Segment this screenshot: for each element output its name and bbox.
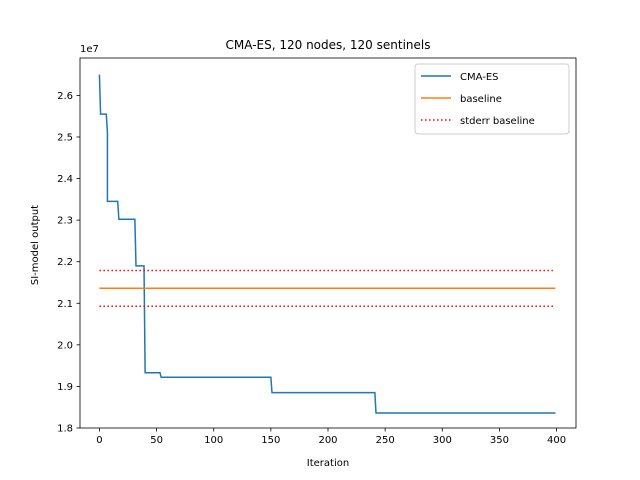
y-tick-label: 2.3 — [57, 216, 73, 227]
plot-area: 0 50 100 150 200 250 300 350 400 1.8 1.9 2.0 2.1 2.2 2… — [57, 57, 577, 446]
x-tick-label: 400 — [547, 435, 566, 446]
x-tick-label: 0 — [96, 435, 102, 446]
chart-title: CMA-ES, 120 nodes, 120 sentinels — [226, 38, 431, 52]
y-axis-label: SI-model output — [30, 205, 41, 285]
y-tick-label: 2.2 — [57, 257, 73, 268]
x-tick-label: 350 — [490, 435, 509, 446]
x-tick-label: 50 — [150, 435, 163, 446]
y-tick-label: 1.8 — [57, 424, 73, 435]
legend-label-baseline: baseline — [460, 94, 502, 105]
x-tick-label: 150 — [261, 435, 280, 446]
x-tick-label: 250 — [376, 435, 395, 446]
y-tick-label: 2.1 — [57, 299, 73, 310]
legend-label-stderr-baseline: stderr baseline — [460, 116, 535, 127]
y-tick-label: 2.4 — [57, 174, 73, 185]
series-line-cma-es — [98, 74, 556, 414]
x-tick-label: 300 — [433, 435, 452, 446]
x-tick-label: 200 — [318, 435, 337, 446]
legend-label-cma-es: CMA-ES — [460, 72, 499, 83]
x-tick-label: 100 — [204, 435, 223, 446]
legend-box — [414, 63, 570, 135]
y-tick-label: 2.6 — [57, 91, 73, 102]
y-tick-label: 2.5 — [57, 132, 73, 143]
y-tick-label: 2.0 — [57, 340, 73, 351]
y-tick-label: 1.9 — [57, 382, 73, 393]
legend: CMA-ES baseline stderr baseline — [414, 63, 570, 135]
x-axis-label: Iteration — [307, 458, 349, 469]
y-offset-label: 1e7 — [80, 44, 99, 55]
